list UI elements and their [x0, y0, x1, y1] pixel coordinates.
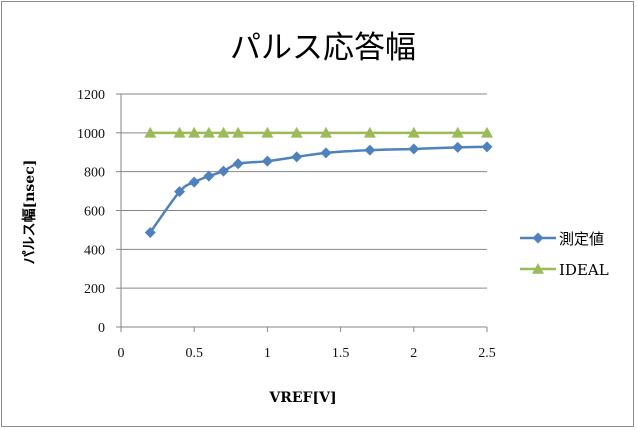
x-tick-label: 0.5 — [185, 346, 203, 361]
data-point — [261, 155, 273, 167]
x-tick-label: 1 — [264, 346, 271, 361]
data-point — [291, 151, 303, 163]
series-layer — [144, 126, 493, 238]
series-1 — [144, 141, 493, 238]
y-tick-label: 1200 — [77, 88, 105, 103]
x-tick-label: 1.5 — [332, 346, 350, 361]
data-point — [481, 141, 493, 153]
x-tick-label: 2.5 — [478, 346, 496, 361]
y-tick-label: 200 — [84, 282, 105, 297]
data-point — [408, 143, 420, 155]
data-point — [188, 126, 201, 138]
data-point — [407, 126, 420, 138]
data-point — [364, 144, 376, 156]
series-2 — [144, 126, 493, 138]
data-point — [173, 126, 186, 138]
legend-item-1: 測定値 — [520, 230, 604, 248]
legend: 測定値 IDEAL — [520, 230, 609, 279]
y-tick-label: 800 — [84, 166, 105, 181]
legend-item-2: IDEAL — [520, 261, 609, 279]
x-tick-label: 2 — [410, 346, 417, 361]
data-point — [363, 126, 376, 138]
data-point — [217, 165, 229, 177]
data-point — [217, 126, 230, 138]
data-point — [319, 126, 332, 138]
data-point — [452, 141, 464, 153]
y-tick-label: 1000 — [77, 127, 105, 142]
legend-marker — [532, 232, 544, 244]
y-axis-label: パルス幅[nsec] — [21, 160, 38, 265]
legend-marker — [532, 263, 544, 274]
tick-labels: 0 200 400 600 800 1000 1200 0 0.5 1 1.5 2 2.5 — [77, 88, 496, 361]
data-point — [451, 126, 464, 138]
legend-label: 測定値 — [559, 230, 604, 248]
data-point — [144, 226, 156, 238]
data-point — [320, 147, 332, 159]
data-point — [203, 170, 215, 182]
y-tick-label: 400 — [84, 243, 105, 258]
data-point — [232, 158, 244, 170]
series-line — [149, 145, 488, 234]
y-tick-label: 0 — [98, 321, 105, 336]
data-point — [202, 126, 215, 138]
data-point — [481, 126, 493, 138]
chart-title: パルス応答幅 — [230, 30, 416, 66]
data-point — [290, 126, 303, 138]
y-tick-label: 600 — [84, 205, 105, 220]
legend-label: IDEAL — [559, 261, 609, 279]
data-point — [261, 126, 274, 138]
x-tick-label: 0 — [118, 346, 125, 361]
data-point — [174, 186, 186, 198]
data-point — [232, 126, 245, 138]
x-axis-label: VREF[V] — [268, 390, 336, 406]
data-point — [144, 126, 157, 138]
data-point — [188, 176, 200, 188]
